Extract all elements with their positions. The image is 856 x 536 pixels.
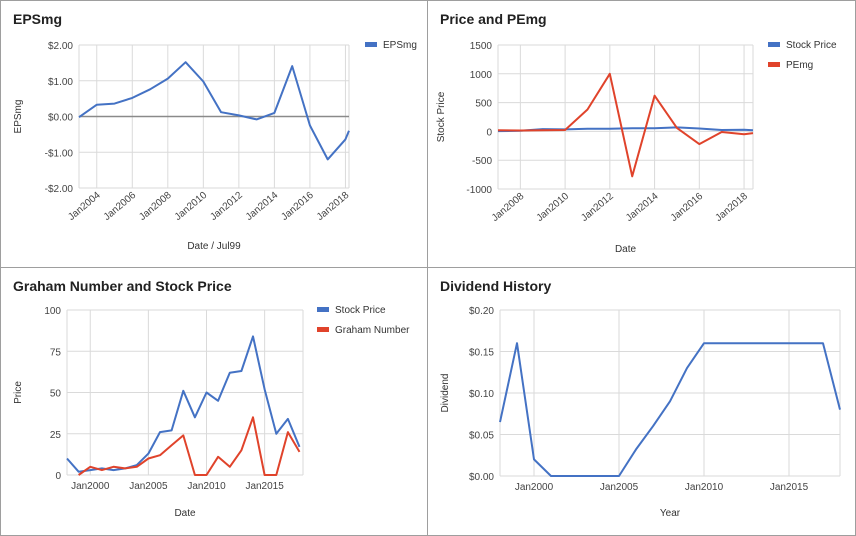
chart-title: Dividend History	[440, 278, 552, 294]
chart-title: Graham Number and Stock Price	[13, 278, 232, 294]
y-tick-label: -1000	[466, 185, 492, 196]
y-axis-label: EPSmg	[13, 100, 24, 134]
y-axis-label: Stock Price	[436, 91, 447, 142]
y-tick-label: 100	[44, 306, 61, 317]
x-tick-label: Jan2016	[669, 191, 706, 224]
series-line-1	[78, 416, 301, 476]
y-tick-label: 0	[55, 471, 61, 482]
x-tick-label: Jan2000	[71, 481, 110, 492]
x-tick-label: Jan2016	[279, 190, 316, 223]
legend-label: Stock Price	[786, 40, 837, 51]
x-tick-label: Jan2010	[685, 482, 724, 493]
x-tick-label: Jan2010	[535, 191, 572, 224]
chart-title: EPSmg	[13, 11, 63, 27]
legend-label: EPSmg	[383, 40, 417, 51]
y-tick-label: $0.05	[469, 431, 494, 442]
x-tick-label: Jan2010	[187, 481, 226, 492]
y-tick-label: $0.20	[469, 306, 494, 317]
series-line-0	[78, 61, 350, 161]
eps-panel: EPSmg $2.00 $1.00 $0.00 -$1.00 -$2.00 Jan2004…	[0, 0, 428, 268]
x-tick-label: Jan2015	[770, 482, 809, 493]
x-tick-label: Jan2008	[490, 191, 527, 224]
x-tick-label: Jan2008	[137, 190, 174, 223]
x-tick-label: Jan2018	[315, 190, 352, 223]
y-tick-label: -500	[472, 156, 492, 167]
x-tick-label: Jan2018	[714, 191, 751, 224]
x-tick-label: Jan2005	[129, 481, 168, 492]
x-tick-label: Jan2014	[624, 191, 661, 224]
legend-swatch	[768, 62, 780, 67]
legend-swatch	[317, 307, 329, 312]
y-tick-label: $1.00	[48, 77, 73, 88]
y-tick-label: $2.00	[48, 41, 73, 52]
x-tick-label: Jan2006	[102, 190, 139, 223]
y-axis-label: Dividend	[440, 374, 451, 413]
y-tick-label: -$1.00	[45, 148, 74, 159]
x-axis-label: Date	[615, 244, 637, 255]
series-line-1	[497, 72, 754, 178]
chart-title: Price and PEmg	[440, 11, 547, 27]
x-axis-label: Date / Jul99	[187, 241, 241, 252]
y-tick-label: -$2.00	[45, 184, 74, 195]
y-tick-label: 1000	[470, 70, 493, 81]
legend-label: Graham Number	[335, 325, 410, 336]
x-tick-label: Jan2005	[600, 482, 639, 493]
dividend-chart: $0.20 $0.15 $0.10 $0.05 $0.00 Jan2000 Jan2005 J…	[440, 306, 841, 519]
legend-label: PEmg	[786, 60, 813, 71]
y-tick-label: $0.10	[469, 389, 494, 400]
graham-panel: Graham Number and Stock Price 100 75 50 25 0…	[0, 267, 428, 536]
legend-label: Stock Price	[335, 305, 386, 316]
y-tick-label: 25	[50, 430, 62, 441]
y-tick-label: $0.00	[469, 472, 494, 483]
legend-swatch	[768, 42, 780, 47]
legend-swatch	[365, 42, 377, 47]
legend-swatch	[317, 327, 329, 332]
y-tick-label: $0.15	[469, 348, 494, 359]
dividend-panel: Dividend History $0.20 $0.15 $0.10 $0.05 $0.…	[427, 267, 856, 536]
series-line-0	[497, 126, 754, 133]
x-tick-label: Jan2010	[173, 190, 210, 223]
y-tick-label: 0	[486, 127, 492, 138]
y-tick-label: 1500	[470, 41, 493, 52]
x-tick-label: Jan2015	[245, 481, 284, 492]
y-tick-label: 500	[475, 99, 492, 110]
y-tick-label: 75	[50, 347, 62, 358]
x-tick-label: Jan2000	[515, 482, 554, 493]
graham-chart: 100 75 50 25 0 Jan2000 Jan2005 Jan2010 Jan2015 Pr…	[13, 305, 410, 519]
x-axis-label: Date	[174, 508, 196, 519]
price-pe-panel: Price and PEmg 1500 1000 500 0 -500 -1000 Jan2…	[427, 0, 856, 268]
x-tick-label: Jan2012	[208, 190, 245, 223]
x-tick-label: Jan2012	[579, 191, 616, 224]
y-tick-label: 50	[50, 389, 62, 400]
x-tick-label: Jan2014	[244, 190, 281, 223]
x-axis-label: Year	[660, 508, 681, 519]
y-tick-label: $0.00	[48, 113, 73, 124]
series-line-0	[499, 342, 841, 477]
y-axis-label: Price	[13, 381, 24, 404]
